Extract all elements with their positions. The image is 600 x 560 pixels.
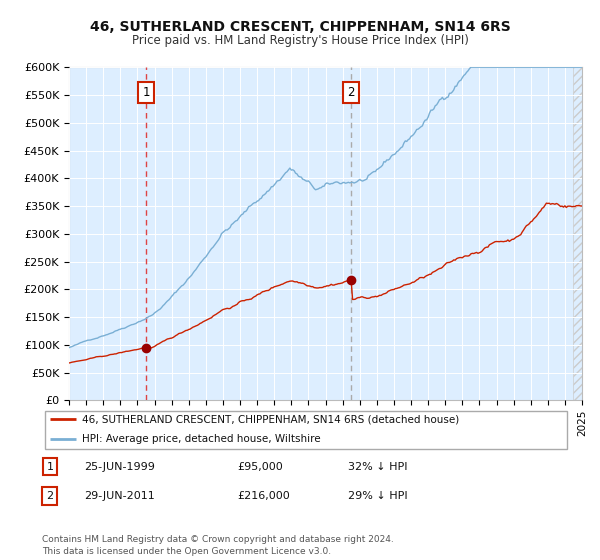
Text: HPI: Average price, detached house, Wiltshire: HPI: Average price, detached house, Wilt… — [82, 434, 320, 444]
Text: £216,000: £216,000 — [238, 491, 290, 501]
Text: 2: 2 — [347, 86, 355, 99]
Text: 1: 1 — [142, 86, 150, 99]
Text: 29-JUN-2011: 29-JUN-2011 — [84, 491, 155, 501]
Text: 25-JUN-1999: 25-JUN-1999 — [84, 461, 155, 472]
Text: Contains HM Land Registry data © Crown copyright and database right 2024.
This d: Contains HM Land Registry data © Crown c… — [42, 535, 394, 556]
Bar — [574, 67, 582, 400]
Text: 46, SUTHERLAND CRESCENT, CHIPPENHAM, SN14 6RS (detached house): 46, SUTHERLAND CRESCENT, CHIPPENHAM, SN1… — [82, 414, 459, 424]
Text: £95,000: £95,000 — [238, 461, 283, 472]
Bar — [574, 67, 582, 400]
Text: 1: 1 — [46, 461, 53, 472]
FancyBboxPatch shape — [44, 411, 568, 449]
Text: 29% ↓ HPI: 29% ↓ HPI — [348, 491, 408, 501]
Text: 32% ↓ HPI: 32% ↓ HPI — [348, 461, 408, 472]
Text: 46, SUTHERLAND CRESCENT, CHIPPENHAM, SN14 6RS: 46, SUTHERLAND CRESCENT, CHIPPENHAM, SN1… — [89, 20, 511, 34]
Text: Price paid vs. HM Land Registry's House Price Index (HPI): Price paid vs. HM Land Registry's House … — [131, 34, 469, 46]
Text: 2: 2 — [46, 491, 53, 501]
